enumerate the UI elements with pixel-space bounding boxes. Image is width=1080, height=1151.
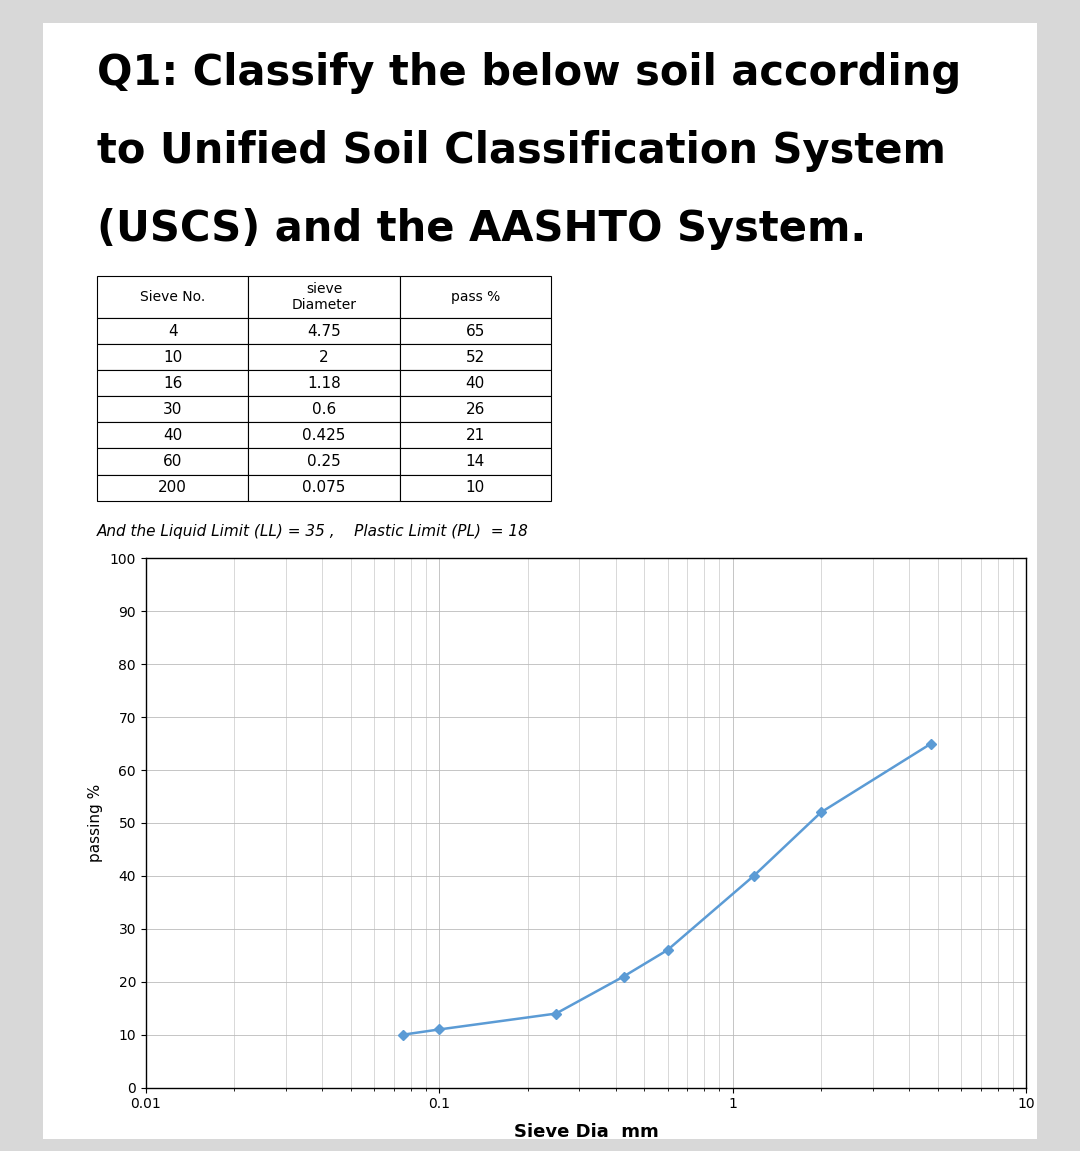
Text: (USCS) and the AASHTO System.: (USCS) and the AASHTO System. xyxy=(97,208,866,250)
Text: And the Liquid Limit (LL) = 35 ,    Plastic Limit (PL)  = 18: And the Liquid Limit (LL) = 35 , Plastic… xyxy=(97,524,529,539)
Y-axis label: passing %: passing % xyxy=(87,784,103,862)
Text: to Unified Soil Classification System: to Unified Soil Classification System xyxy=(97,130,946,171)
Text: Q1: Classify the below soil according: Q1: Classify the below soil according xyxy=(97,52,961,93)
X-axis label: Sieve Dia  mm: Sieve Dia mm xyxy=(513,1122,659,1141)
